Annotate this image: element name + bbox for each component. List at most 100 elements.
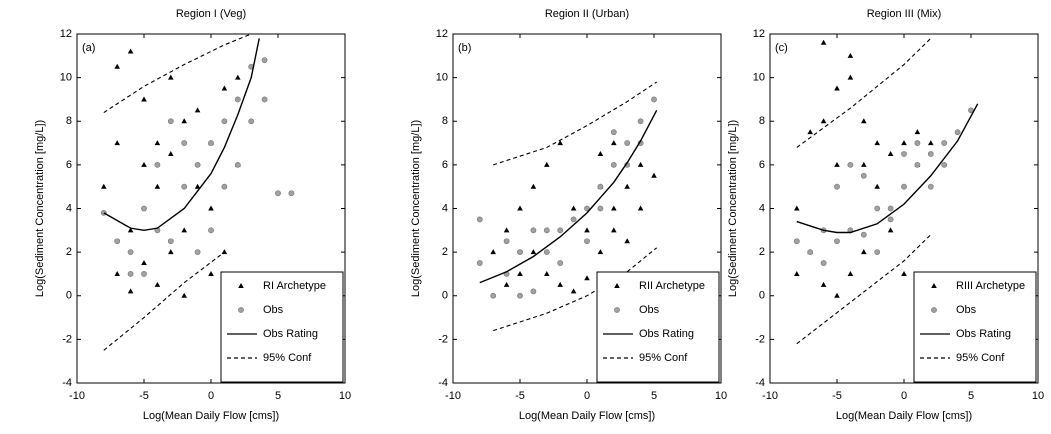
y-tick-label: -4	[438, 377, 448, 389]
point	[874, 140, 880, 146]
point	[874, 249, 881, 256]
point	[141, 161, 147, 167]
point	[168, 249, 174, 255]
point	[901, 183, 907, 190]
point	[544, 161, 550, 167]
point	[557, 227, 564, 234]
point	[637, 205, 644, 211]
point	[834, 292, 840, 298]
series-line	[796, 37, 932, 345]
point	[288, 190, 295, 197]
legend-label: 95% Conf	[639, 352, 688, 364]
point	[168, 150, 174, 156]
point	[584, 275, 590, 281]
y-tick-label: 12	[60, 28, 72, 40]
point	[820, 281, 827, 287]
point	[807, 129, 813, 135]
point	[248, 118, 255, 125]
y-tick-label: -2	[438, 333, 448, 345]
point	[834, 161, 840, 167]
point	[820, 118, 827, 124]
point	[651, 96, 657, 103]
point	[927, 151, 934, 157]
legend-label: Obs Rating	[639, 328, 694, 340]
point	[914, 129, 921, 135]
point	[834, 238, 840, 245]
series-line	[479, 110, 658, 284]
point	[127, 271, 134, 277]
point	[901, 140, 907, 146]
panel-title: Region I (Veg)	[176, 8, 246, 20]
legend-label: Obs Rating	[956, 328, 1011, 340]
point	[208, 140, 214, 146]
legend-label: RIII Archetype	[956, 280, 1025, 292]
point	[847, 161, 854, 168]
y-tick-label: 8	[66, 115, 72, 127]
panel-title: Region III (Mix)	[867, 8, 942, 20]
point	[141, 260, 147, 266]
point	[194, 249, 201, 256]
legend-swatch	[238, 307, 244, 313]
point	[954, 129, 961, 136]
y-tick-label: 2	[442, 246, 448, 258]
point	[194, 107, 201, 113]
point	[597, 249, 604, 255]
point	[611, 140, 617, 146]
y-tick-label: 8	[442, 115, 448, 127]
point	[194, 161, 201, 168]
point	[517, 205, 523, 211]
y-axis-label: Log(Sediment Concentration [mg/L])	[727, 120, 739, 297]
point	[570, 288, 577, 294]
point	[503, 227, 510, 233]
legend-label: Obs	[639, 304, 660, 316]
point	[141, 271, 147, 277]
y-tick-label: -4	[755, 377, 765, 389]
legend-box	[596, 271, 720, 383]
panel-label: (b)	[458, 42, 471, 54]
point	[941, 140, 948, 146]
point	[624, 238, 630, 244]
point	[570, 205, 577, 211]
point	[490, 249, 496, 255]
point	[887, 205, 894, 212]
point	[235, 74, 241, 80]
point	[114, 63, 120, 69]
y-axis-label: Log(Sediment Concentration [mg/L])	[34, 120, 46, 297]
panel-label: (a)	[82, 42, 95, 54]
x-tick-label: -5	[139, 390, 149, 402]
point	[181, 292, 187, 298]
point	[610, 129, 617, 136]
x-tick-label: 5	[275, 390, 281, 402]
point	[651, 172, 657, 178]
point	[167, 118, 174, 125]
point	[928, 140, 934, 146]
point	[847, 52, 854, 58]
point	[490, 292, 497, 299]
y-tick-label: 2	[66, 246, 72, 258]
point	[530, 249, 537, 255]
point	[208, 205, 214, 211]
point	[847, 74, 854, 80]
x-tick-label: 0	[208, 390, 214, 402]
y-tick-label: -2	[755, 333, 765, 345]
series-line	[493, 81, 658, 332]
point	[517, 270, 523, 276]
point	[221, 85, 228, 91]
panel: Region III (Mix) Log(Mean Daily Flow [cms…	[727, 8, 1044, 422]
point	[861, 118, 867, 124]
x-tick-label: 5	[651, 390, 657, 402]
point	[887, 150, 894, 156]
y-tick-label: 12	[436, 28, 448, 40]
legend-label: 95% Conf	[263, 352, 312, 364]
point	[570, 216, 577, 223]
point	[793, 238, 800, 245]
point	[127, 227, 134, 233]
legend-box	[220, 271, 344, 383]
point	[530, 227, 537, 234]
point	[530, 288, 537, 295]
plot-area	[793, 37, 979, 345]
series-line	[103, 38, 260, 232]
point	[847, 270, 854, 276]
point	[221, 183, 228, 190]
point	[624, 140, 631, 146]
